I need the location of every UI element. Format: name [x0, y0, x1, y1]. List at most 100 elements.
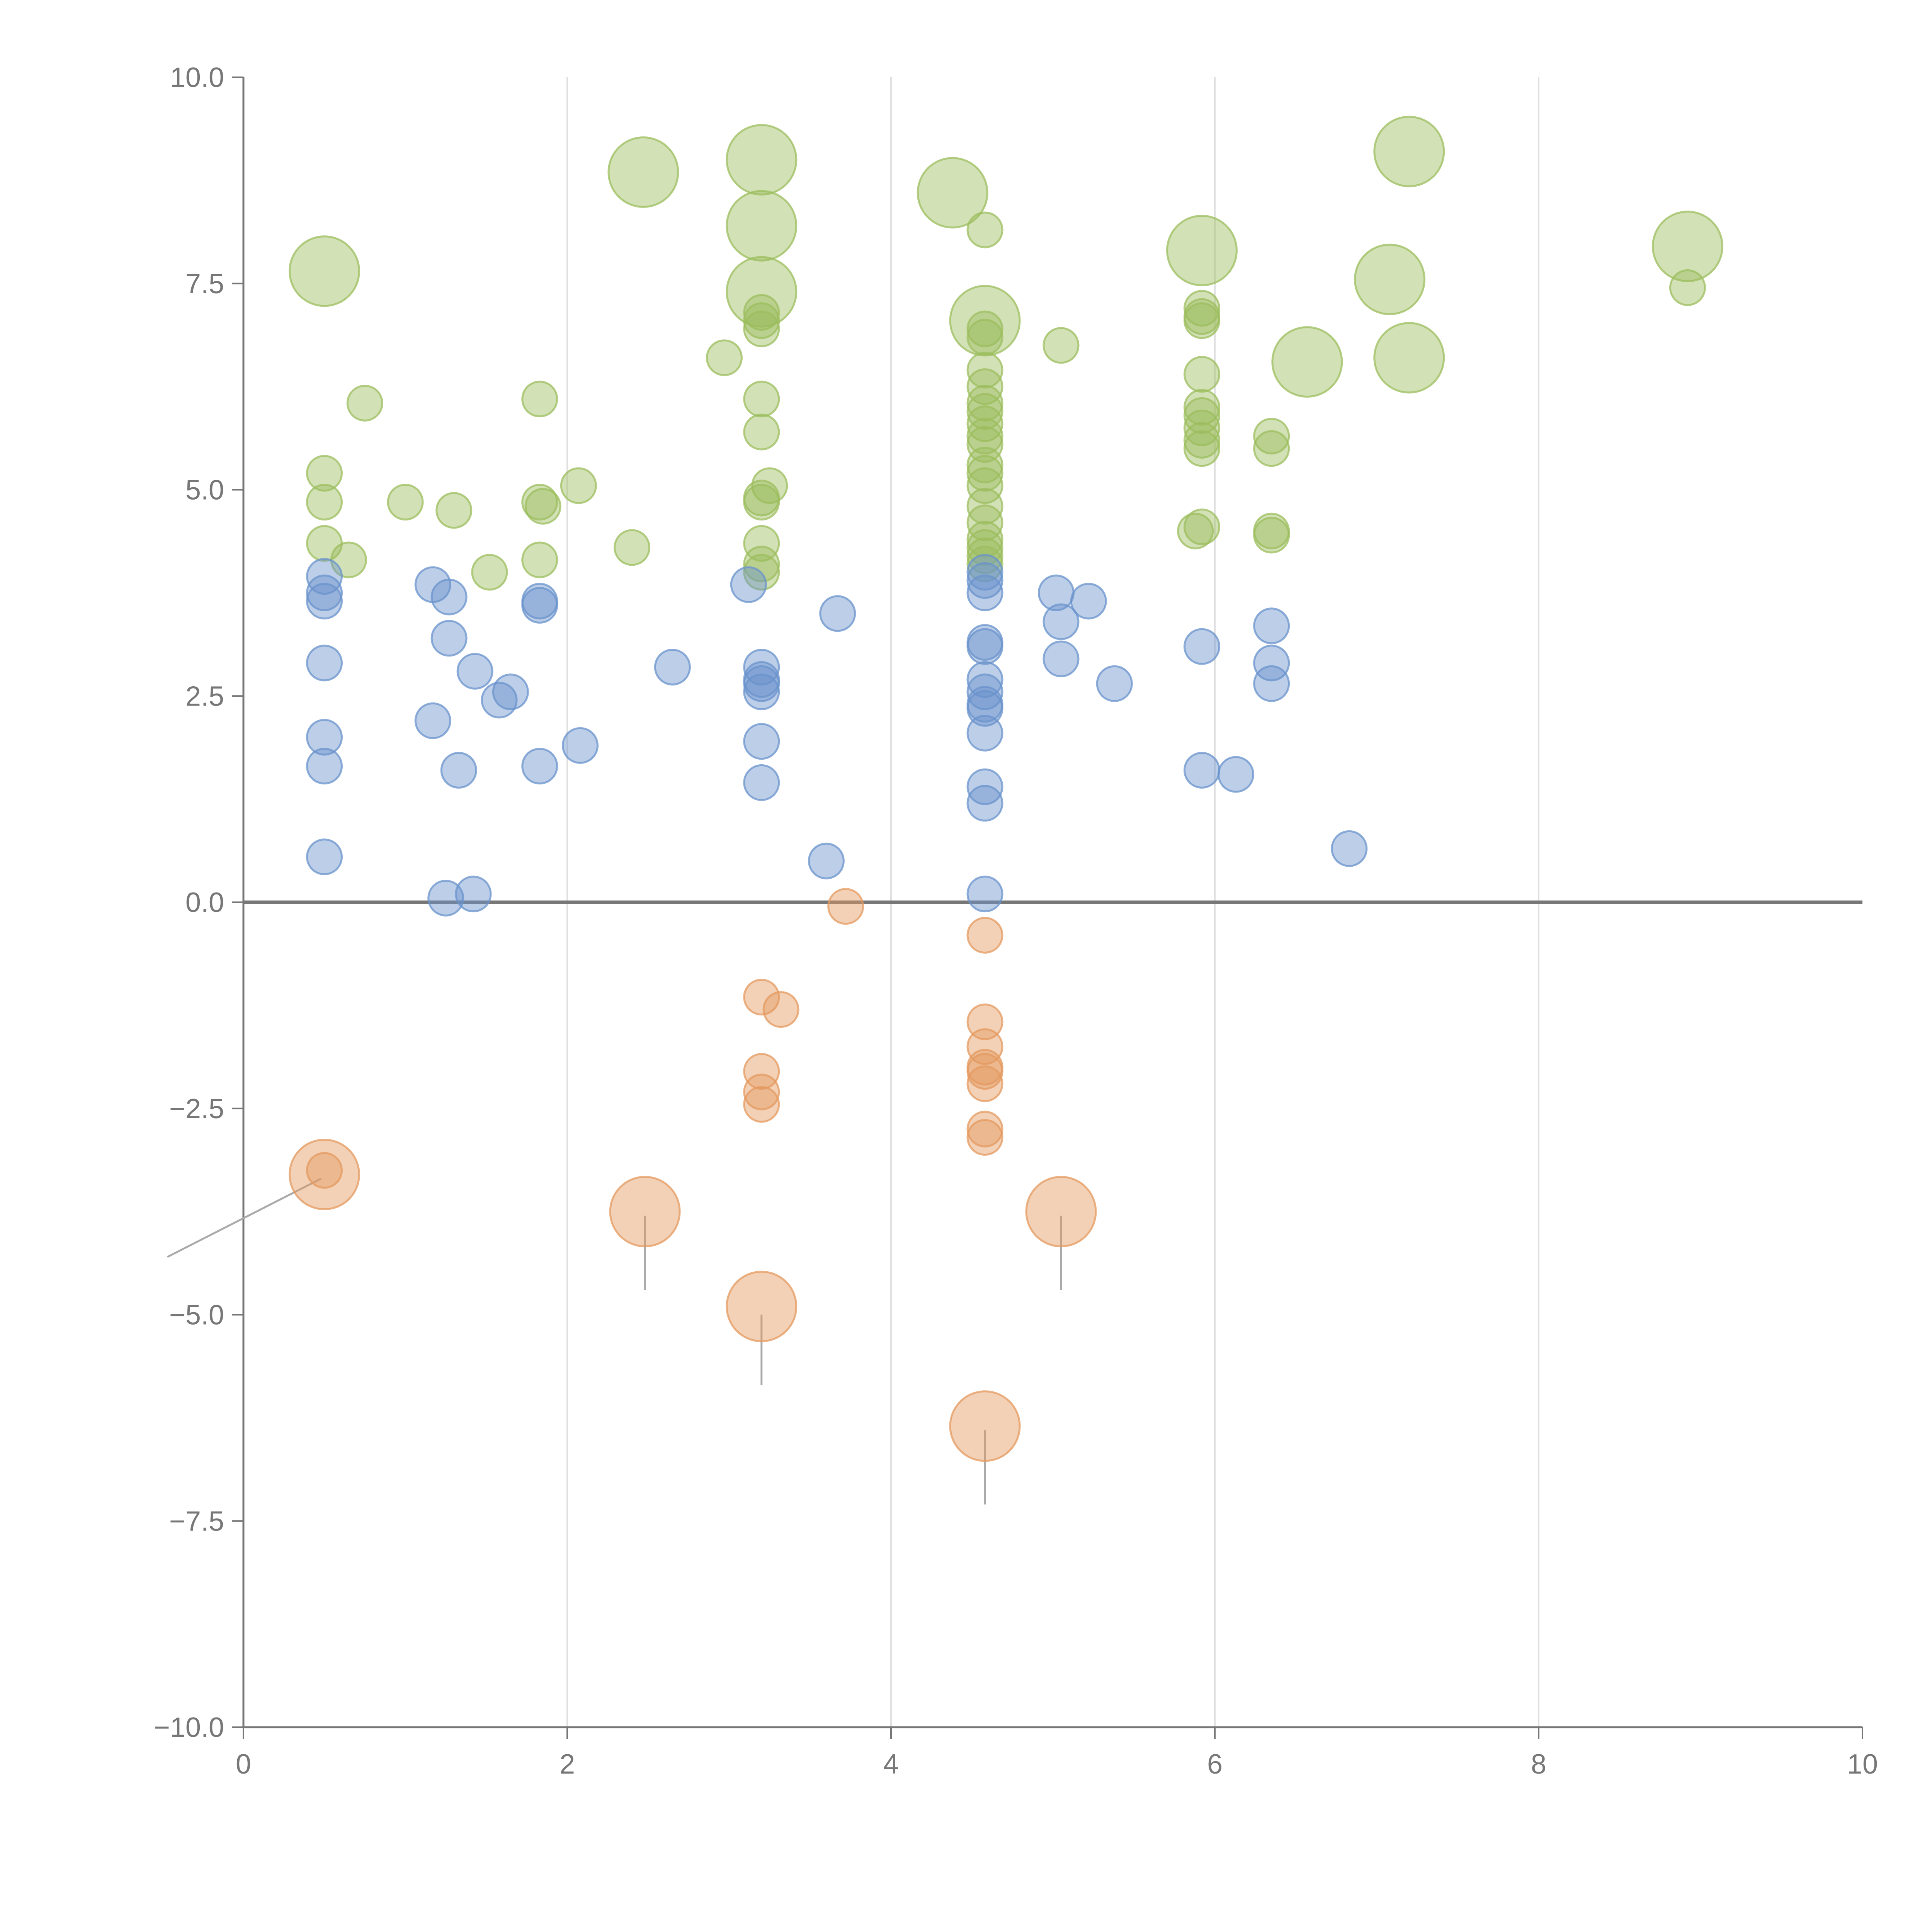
tick-labels: 0 2 4 6 8 10 −10.0 −7.5 −5.0 −2.5 0.0 2.5 5.0 7.5 10.0 [154, 62, 1878, 1780]
y-tick-label: −7.5 [169, 1506, 224, 1537]
orange-bubble-point [743, 979, 780, 1016]
blue-bubble-point [966, 876, 1003, 913]
green-bubble-point [1043, 327, 1080, 364]
blue-bubble-point [1043, 640, 1080, 677]
blue-bubble-point [306, 583, 343, 620]
blue-bubble-point [966, 574, 1003, 611]
orange-bubble-point [609, 1176, 681, 1248]
green-bubble-point [435, 492, 473, 529]
green-bubble-point [1183, 356, 1220, 393]
green-bubble-point [1651, 211, 1723, 282]
orange-bubble-point [966, 1119, 1003, 1156]
green-bubble-point [917, 157, 988, 229]
blue-bubble-point [819, 595, 856, 632]
green-bubble-point [306, 484, 343, 521]
blue-bubble-point [654, 649, 691, 686]
blue-bubble-point [966, 628, 1003, 665]
blue-bubble-point [743, 723, 780, 760]
blue-bubble-point [414, 702, 451, 739]
green-bubble-point [1354, 243, 1426, 315]
green-bubble-point [1183, 430, 1220, 467]
green-bubble-point [966, 467, 1003, 504]
green-bubble-point [966, 319, 1003, 356]
green-bubble-point [524, 488, 561, 525]
blue-bubble-point [966, 785, 1003, 822]
green-bubble-point [614, 529, 651, 566]
green-bubble-point [1669, 269, 1706, 306]
green-bubble-point [743, 484, 780, 521]
green-bubble-point [1373, 116, 1445, 187]
orange-bubble-point [726, 1270, 798, 1342]
blue-bubble-point [966, 562, 1003, 599]
y-tick-label: 10.0 [170, 62, 224, 93]
green-bubble-point [743, 525, 780, 562]
blue-bubble-point [1253, 645, 1290, 682]
green-bubble-point [521, 541, 558, 578]
green-bubble-point [743, 546, 780, 583]
green-bubble-point [1183, 290, 1220, 327]
green-bubble-point [560, 467, 597, 504]
blue-bubble-point [730, 566, 767, 603]
blue-bubble-point [562, 727, 599, 764]
green-bubble-point [1166, 214, 1238, 286]
blue-bubble-point [306, 838, 343, 876]
blue-bubble-point [306, 645, 343, 682]
green-bubble-point [966, 211, 1003, 248]
green-bubble-point [1253, 418, 1290, 455]
orange-bubble-point [827, 888, 864, 925]
green-bubble-point [743, 310, 780, 347]
blue-bubble-point [306, 574, 343, 611]
blue-bubble-point [427, 879, 464, 917]
green-bubble-point [1271, 326, 1343, 398]
blue-bubble-point [481, 682, 518, 719]
green-bubble-point [289, 235, 360, 307]
green-bubble-point [387, 484, 424, 521]
x-tick-label: 6 [1207, 1749, 1223, 1780]
orange-bubble-point [966, 1053, 1003, 1090]
blue-bubble-point [521, 587, 558, 624]
orange-bubble-point [1025, 1176, 1097, 1248]
orange-bubble-point [743, 1073, 780, 1111]
blue-bubble-point [1043, 603, 1080, 640]
green-bubble-point [706, 339, 743, 376]
y-tick-label: 2.5 [185, 681, 224, 712]
blue-bubble-point [456, 653, 493, 690]
orange-bubble-point [306, 1152, 343, 1189]
orange-bubble-point [743, 1086, 780, 1123]
green-bubble-point [743, 381, 780, 418]
x-tick-label: 2 [560, 1749, 575, 1780]
blue-bubble-point [743, 764, 780, 801]
x-tick-label: 8 [1531, 1749, 1546, 1780]
green-bubble-point [306, 455, 343, 492]
x-tick-label: 10 [1847, 1749, 1878, 1780]
blue-bubble-point [743, 673, 780, 711]
blue-bubble-point [430, 578, 468, 616]
blue-bubble-point [808, 842, 845, 879]
y-tick-label: 5.0 [185, 475, 224, 506]
bubble-series [289, 116, 1723, 1462]
y-tick-label: 0.0 [185, 887, 224, 918]
green-bubble-point [607, 136, 679, 208]
blue-bubble-point [430, 620, 468, 657]
green-bubble-point [1253, 430, 1290, 467]
green-bubble-point [966, 405, 1003, 442]
green-bubble-point [1253, 517, 1290, 554]
green-bubble-point [1183, 509, 1220, 546]
blue-bubble-point [1183, 628, 1220, 665]
green-bubble-point [346, 384, 383, 422]
blue-bubble-point [1096, 665, 1133, 702]
blue-bubble-point [306, 719, 343, 756]
green-bubble-point [743, 413, 780, 451]
orange-bubble-point [949, 1390, 1021, 1462]
green-bubble-point [726, 190, 798, 262]
green-bubble-point [966, 384, 1003, 422]
orange-bubble-point [966, 917, 1003, 954]
orange-bubble-point [743, 1053, 780, 1090]
green-bubble-point [471, 554, 508, 591]
green-bubble-point [1183, 302, 1220, 339]
y-tick-label: −5.0 [169, 1300, 224, 1331]
blue-bubble-point [1070, 583, 1107, 620]
orange-bubble-point [762, 991, 799, 1028]
leader-lines [167, 1177, 1062, 1505]
green-bubble-point [1183, 422, 1220, 459]
